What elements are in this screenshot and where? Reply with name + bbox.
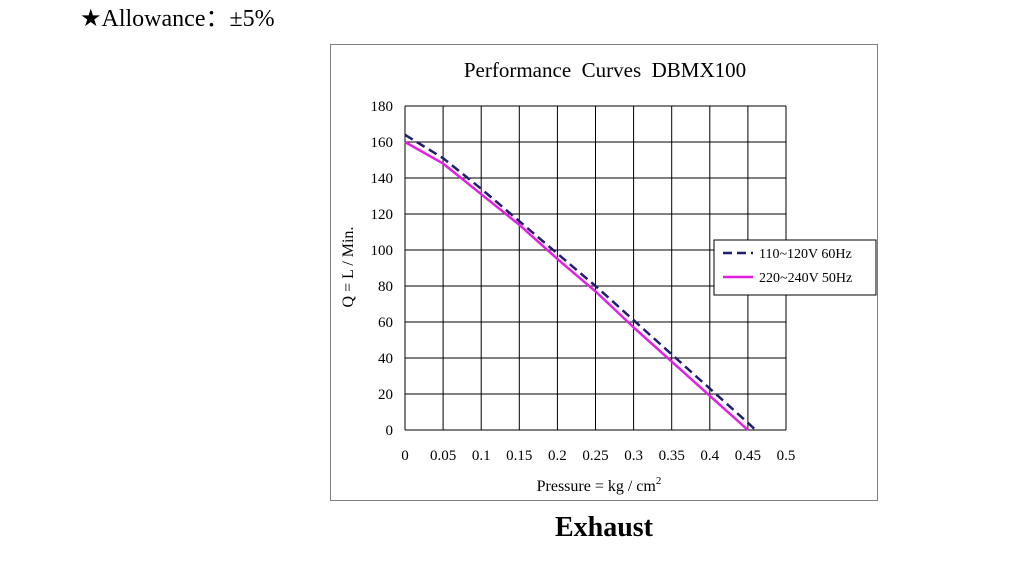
tick-labels: 0 0.05 0.1 0.15 0.2 0.25 0.3 0.35 0.4 0.45 0.5 0 20 4… [371,99,796,464]
y-axis-label: Q = L / Min. [340,227,357,308]
series-lines [404,133,757,431]
series-line-1 [404,133,757,431]
y-tick-label: 100 [371,243,394,259]
performance-chart: Performance Curves DBMX100 0 0.05 0.1 0.15 0… [340,58,877,495]
x-tick-label: 0.25 [582,448,608,464]
y-tick-label: 60 [378,315,393,331]
x-tick-label: 0.3 [624,448,643,464]
y-tick-label: 160 [371,135,394,151]
chart-frame: Performance Curves DBMX100 0 0.05 0.1 0.15 0… [330,44,878,501]
legend-label-2: 220~240V 50Hz [759,271,852,286]
series-line-2 [404,140,749,431]
x-tick-label: 0.35 [659,448,685,464]
y-tick-label: 20 [378,387,393,403]
legend-box [713,239,877,296]
legend-label-1: 110~120V 60Hz [759,247,852,262]
y-tick-label: 0 [386,423,394,439]
y-tick-label: 80 [378,279,393,295]
x-tick-label: 0.45 [735,448,761,464]
legend: 110~120V 60Hz 220~240V 50Hz [713,239,877,296]
x-tick-label: 0.2 [548,448,567,464]
x-axis-label-text: Pressure = kg / cm [537,478,657,495]
grid [404,105,787,431]
y-tick-label: 120 [371,207,394,223]
x-axis-label-superscript: 2 [656,475,662,487]
x-tick-label: 0 [401,448,409,464]
x-axis-label: Pressure = kg / cm2 [537,475,662,495]
chart-title: Performance Curves DBMX100 [464,58,746,82]
x-tick-label: 0.5 [777,448,796,464]
y-tick-label: 140 [371,171,394,187]
y-tick-label: 40 [378,351,393,367]
x-tick-label: 0.05 [430,448,456,464]
chart-caption: Exhaust [554,512,654,543]
allowance-note: ★Allowance：±5% [80,6,275,32]
x-tick-label: 0.4 [700,448,719,464]
y-tick-label: 180 [371,99,394,115]
x-tick-label: 0.15 [506,448,532,464]
x-tick-label: 0.1 [472,448,491,464]
